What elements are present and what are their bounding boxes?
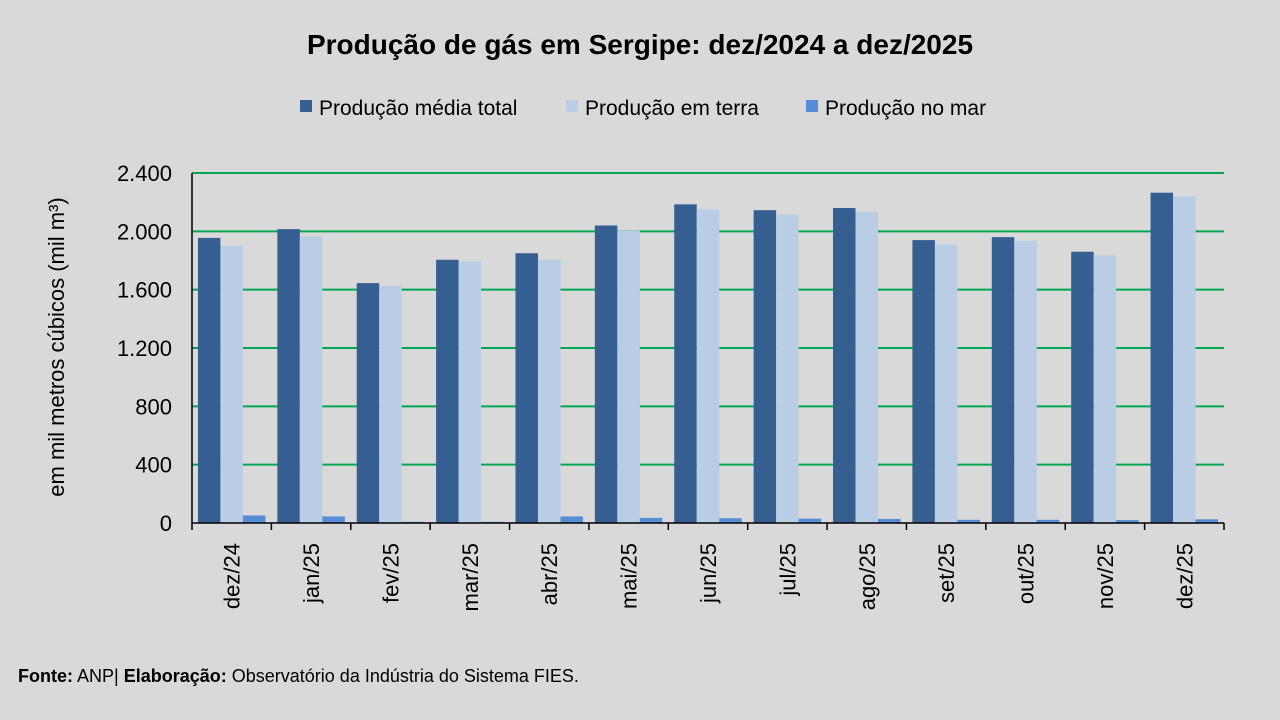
bar-terra-dez-25 [1173,196,1196,524]
x-tick-label: ago/25 [855,543,880,610]
footer: Fonte: ANP| Elaboração: Observatório da … [18,666,579,687]
bar-total-jul-25 [753,210,777,523]
bar-total-jan-25 [277,229,300,524]
bar-mar-jun-25 [719,518,742,523]
x-tick-labels: dez/24 jan/25 fev/25 mar/25 abr/25 mai/25 jun/… [220,543,1198,611]
bar-mar-mai-25 [639,517,663,523]
bar-terra-fev-25 [379,286,402,523]
bar-terra-out-25 [1014,240,1037,523]
x-tick-label: nov/25 [1093,543,1118,609]
bar-total-dez-25 [1150,192,1174,523]
bar-total-dez-24 [197,237,221,524]
legend-swatch [300,100,312,112]
credit-label: Elaboração: [123,666,227,686]
y-tick-label: 2.000 [117,219,172,244]
y-axis-label: em mil metros cúbicos (mil m³) [44,197,69,496]
x-tick-label: mai/25 [617,543,642,609]
bar-terra-ago-25 [855,211,879,524]
y-tick-label: 0 [160,511,172,536]
y-tick-label: 400 [135,453,172,478]
bar-mar-abr-25 [560,516,583,523]
bar-mar-jul-25 [798,518,822,523]
bar-total-fev-25 [356,283,380,523]
bar-total-jun-25 [674,204,697,523]
bar-total-out-25 [991,237,1015,523]
bar-mar-ago-25 [878,518,901,523]
x-tick-label: mar/25 [458,543,483,611]
bar-total-abr-25 [515,253,538,524]
bar-mar-dez-24 [242,515,266,523]
bar-mar-dez-25 [1195,519,1219,523]
bar-mar-set-25 [957,519,980,523]
y-tick-label: 2.400 [117,161,172,186]
x-tick-label: dez/25 [1172,543,1197,609]
bar-total-set-25 [912,240,935,524]
bar-total-ago-25 [833,208,856,523]
bar-terra-jul-25 [776,214,799,523]
bar-total-mar-25 [436,259,459,523]
source-label: Fonte: [18,666,73,686]
bar-mar-jan-25 [322,516,345,523]
legend-swatch [806,100,818,112]
chart-title: Produção de gás em Sergipe: dez/2024 a d… [307,29,973,60]
bar-terra-mai-25 [617,230,640,523]
x-tick-label: jun/25 [696,543,721,604]
bar-mar-nov-25 [1116,520,1139,523]
legend: Produção média total Produção em terra Pro… [300,97,986,120]
x-tick-label: jan/25 [299,543,324,604]
y-tick-labels: 0 400 800 1.200 1.600 2.000 2.400 [117,161,172,536]
legend-swatch [566,100,578,112]
bar-terra-dez-24 [220,245,243,523]
bar-terra-jan-25 [299,236,323,523]
bar-total-nov-25 [1071,251,1094,523]
x-tick-label: set/25 [934,543,959,603]
x-tick-label: abr/25 [537,543,562,605]
bar-terra-nov-25 [1093,255,1117,524]
bars [197,192,1219,524]
y-tick-label: 1.600 [117,278,172,303]
source-value: ANP| [77,666,119,686]
x-tick-label: dez/24 [220,543,245,609]
x-tick-label: out/25 [1014,543,1039,604]
y-tick-label: 1.200 [117,336,172,361]
bar-terra-abr-25 [537,259,561,523]
y-tick-label: 800 [135,394,172,419]
legend-label: Produção em terra [585,97,759,120]
x-tick-label: fev/25 [378,543,403,603]
bar-terra-mar-25 [458,261,482,523]
bar-terra-set-25 [934,244,958,524]
bar-mar-out-25 [1036,519,1060,523]
credit-value: Observatório da Indústria do Sistema FIE… [231,666,579,686]
x-tick-label: jul/25 [775,543,800,597]
bar-total-mai-25 [594,225,618,523]
bar-terra-jun-25 [696,209,720,524]
legend-label: Produção no mar [825,97,986,120]
legend-label: Produção média total [319,97,517,120]
axes [191,173,1225,530]
